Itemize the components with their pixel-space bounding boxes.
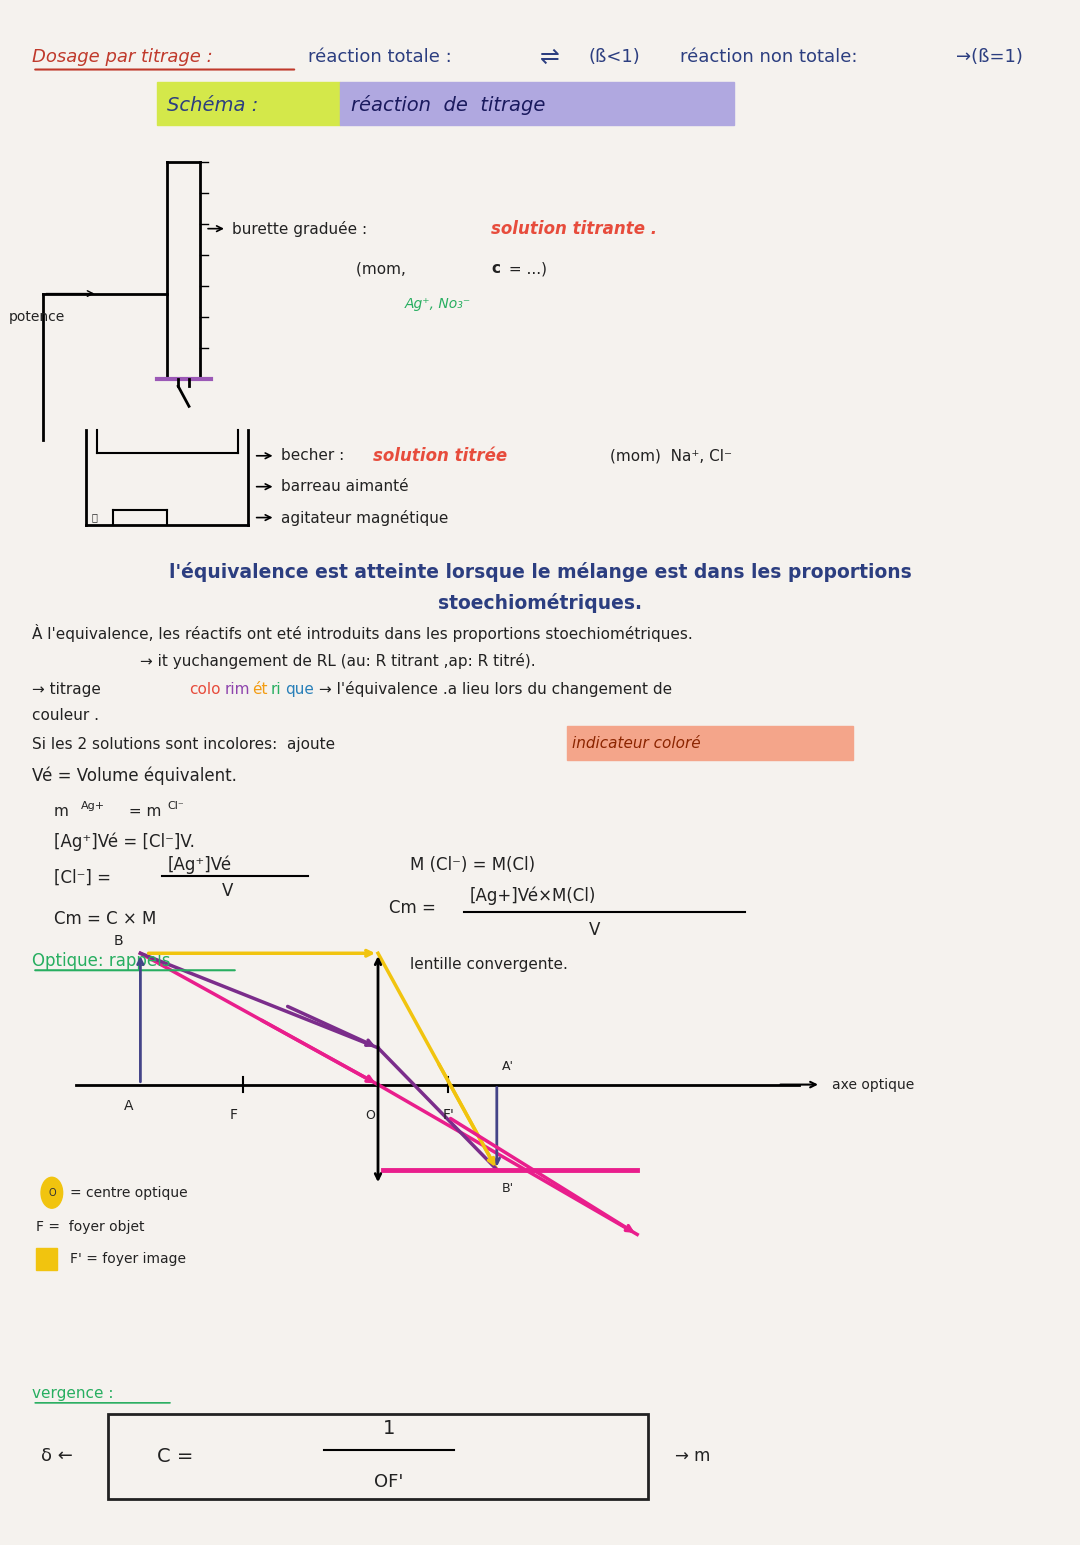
Text: potence: potence <box>9 309 65 324</box>
Text: O: O <box>48 1188 56 1197</box>
Text: lentille convergente.: lentille convergente. <box>410 956 568 972</box>
Text: (ß<1): (ß<1) <box>589 48 640 66</box>
Text: → it yuchangement de RL (au: R titrant ,ap: R titré).: → it yuchangement de RL (au: R titrant ,… <box>140 654 536 669</box>
Text: axe optique: axe optique <box>832 1077 914 1092</box>
Text: [Ag⁺]Vé: [Ag⁺]Vé <box>167 856 231 874</box>
Text: couleur .: couleur . <box>32 708 99 723</box>
Text: m: m <box>54 803 69 819</box>
Text: F' = foyer image: F' = foyer image <box>70 1251 186 1267</box>
Text: A': A' <box>502 1060 514 1072</box>
Bar <box>340 82 734 125</box>
Text: Si les 2 solutions sont incolores:  ajoute: Si les 2 solutions sont incolores: ajout… <box>32 737 336 752</box>
Text: c: c <box>491 261 500 277</box>
Text: ⇌: ⇌ <box>540 45 559 70</box>
Text: O: O <box>365 1109 375 1122</box>
Text: B': B' <box>502 1182 514 1194</box>
Text: = m: = m <box>124 803 162 819</box>
Text: → titrage: → titrage <box>32 681 106 697</box>
Text: δ ←: δ ← <box>41 1448 73 1465</box>
Text: becher :: becher : <box>281 448 349 463</box>
Text: ri: ri <box>271 681 282 697</box>
Text: Schéma :: Schéma : <box>167 96 259 114</box>
Text: l'équivalence est atteinte lorsque le mélange est dans les proportions: l'équivalence est atteinte lorsque le mé… <box>168 562 912 581</box>
Text: →(ß=1): →(ß=1) <box>956 48 1023 66</box>
Text: F': F' <box>443 1108 455 1123</box>
Bar <box>108 1414 648 1499</box>
Text: → l'équivalence .a lieu lors du changement de: → l'équivalence .a lieu lors du changeme… <box>319 681 672 697</box>
Text: 1: 1 <box>382 1418 395 1438</box>
Text: Cl⁻: Cl⁻ <box>167 802 185 811</box>
Text: rim: rim <box>225 681 251 697</box>
Text: Dosage par titrage :: Dosage par titrage : <box>32 48 213 66</box>
Text: C =: C = <box>157 1446 199 1466</box>
Text: OF': OF' <box>374 1474 404 1491</box>
Bar <box>36 1248 57 1270</box>
Text: À l'equivalence, les réactifs ont eté introduits dans les proportions stoechiomé: À l'equivalence, les réactifs ont eté in… <box>32 624 693 643</box>
Text: barreau aimanté: barreau aimanté <box>281 479 408 494</box>
Text: B: B <box>113 933 123 949</box>
Text: Ag⁺, No₃⁻: Ag⁺, No₃⁻ <box>405 297 471 312</box>
Text: Cm =: Cm = <box>389 899 441 918</box>
Text: que: que <box>285 681 314 697</box>
Text: ét: ét <box>252 681 267 697</box>
Bar <box>157 82 340 125</box>
Text: burette graduée :: burette graduée : <box>232 221 367 236</box>
Text: stoechiométriques.: stoechiométriques. <box>438 593 642 612</box>
Text: réaction  de  titrage: réaction de titrage <box>351 96 545 114</box>
Text: [Cl⁻] =: [Cl⁻] = <box>54 868 117 887</box>
Text: Ag+: Ag+ <box>81 802 105 811</box>
Text: solution titrée: solution titrée <box>373 447 507 465</box>
Text: (mom)  Na⁺, Cl⁻: (mom) Na⁺, Cl⁻ <box>610 448 732 463</box>
Text: agitateur magnétique: agitateur magnétique <box>281 510 448 525</box>
Text: F =  foyer objet: F = foyer objet <box>36 1219 144 1234</box>
Text: → m: → m <box>675 1448 711 1465</box>
Text: [Ag+]Vé×M(Cl): [Ag+]Vé×M(Cl) <box>470 887 596 905</box>
Text: réaction non totale:: réaction non totale: <box>680 48 858 66</box>
Text: = centre optique: = centre optique <box>70 1185 188 1200</box>
Text: F: F <box>230 1108 238 1123</box>
Text: M (Cl⁻) = M(Cl): M (Cl⁻) = M(Cl) <box>410 856 536 874</box>
Text: (mom,: (mom, <box>356 261 411 277</box>
Text: V: V <box>589 921 600 939</box>
Text: Cm = C × M: Cm = C × M <box>54 910 157 929</box>
Text: A: A <box>124 1098 134 1114</box>
Text: = ...): = ...) <box>504 261 548 277</box>
Text: solution titrante .: solution titrante . <box>491 219 658 238</box>
Text: [Ag⁺]Vé = [Cl⁻]V.: [Ag⁺]Vé = [Cl⁻]V. <box>54 833 194 851</box>
Text: Optique: rappels: Optique: rappels <box>32 952 171 970</box>
Text: réaction totale :: réaction totale : <box>308 48 451 66</box>
Text: colo: colo <box>189 681 220 697</box>
Text: vergence :: vergence : <box>32 1386 113 1401</box>
Text: indicateur coloré: indicateur coloré <box>572 735 701 751</box>
Text: V: V <box>221 882 233 901</box>
Bar <box>567 726 853 760</box>
Circle shape <box>41 1177 63 1208</box>
Text: Vé = Volume équivalent.: Vé = Volume équivalent. <box>32 766 238 785</box>
Text: Ⓜ: Ⓜ <box>92 513 97 522</box>
